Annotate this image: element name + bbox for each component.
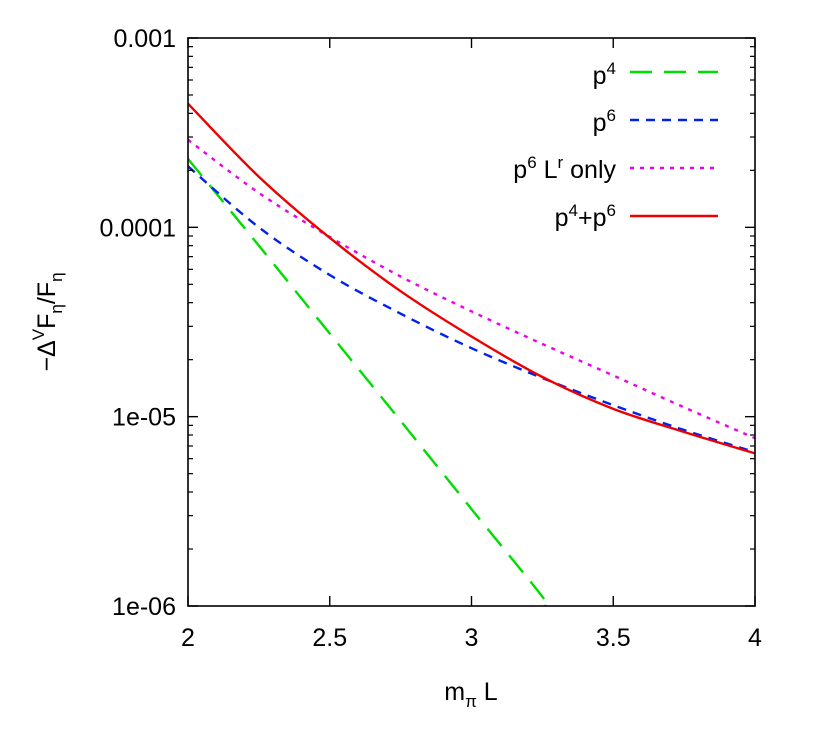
legend-label-p6: p6 — [593, 106, 616, 137]
plot-layer — [188, 102, 755, 606]
y-tick-label: 1e-06 — [112, 593, 176, 621]
x-tick-label: 2 — [181, 624, 195, 652]
x-tick-label: 2.5 — [312, 624, 347, 652]
y-tick-label: 0.0001 — [100, 214, 176, 242]
legend-entry-p6-lr: p6 Lr only — [513, 153, 718, 184]
y-tick-label: 1e-05 — [112, 404, 176, 432]
plot-frame — [187, 37, 756, 607]
legend-label-p4p6: p4+p6 — [555, 201, 616, 232]
legend-entry-p6: p6 — [593, 106, 718, 137]
x-axis-label: mπ L — [444, 678, 498, 711]
series-line-p6 — [188, 165, 755, 454]
x-tick-label: 4 — [748, 624, 762, 652]
ticks-layer: 2 2.5 3 3.5 4 1e-06 1e-05 0.0001 0.001 — [100, 25, 763, 652]
series-line-p4p6 — [188, 102, 755, 455]
y-axis-label: −ΔVFη/Fη — [29, 272, 66, 371]
series-line-p6_Lr — [188, 138, 755, 440]
legend-entry-p4p6: p4+p6 — [555, 201, 718, 232]
legend: p4 p6 p6 Lr only p4+p6 — [513, 59, 718, 232]
legend-label-p4: p4 — [593, 59, 616, 90]
series-line-p4 — [188, 158, 550, 606]
legend-entry-p4: p4 — [593, 59, 718, 90]
x-tick-label: 3.5 — [596, 624, 631, 652]
x-tick-label: 3 — [465, 624, 479, 652]
legend-label-p6-lr: p6 Lr only — [513, 153, 616, 184]
y-tick-label: 0.001 — [113, 25, 176, 53]
